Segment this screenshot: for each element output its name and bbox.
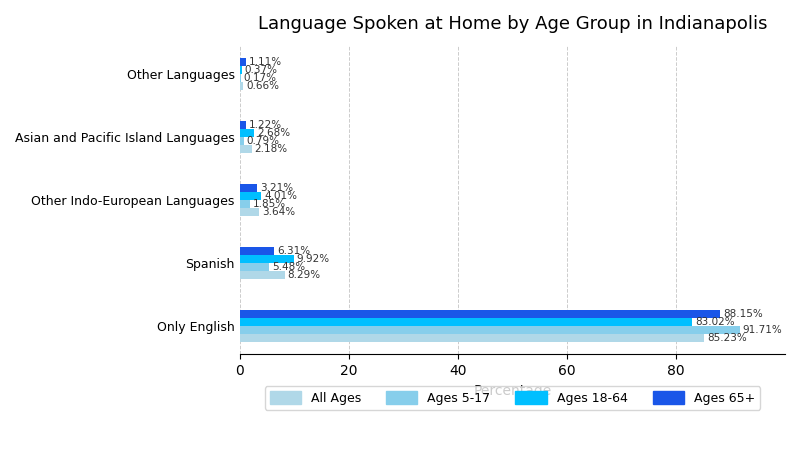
Text: 88.15%: 88.15% <box>723 309 763 319</box>
Text: 1.22%: 1.22% <box>249 120 282 130</box>
Text: 1.85%: 1.85% <box>253 199 286 209</box>
Bar <box>240 271 285 279</box>
Bar <box>240 183 257 192</box>
Bar <box>240 145 251 154</box>
Text: 3.64%: 3.64% <box>262 207 295 217</box>
Text: 4.01%: 4.01% <box>264 191 298 201</box>
Bar <box>240 74 241 82</box>
Legend: All Ages, Ages 5-17, Ages 18-64, Ages 65+: All Ages, Ages 5-17, Ages 18-64, Ages 65… <box>265 386 760 410</box>
Text: 8.29%: 8.29% <box>287 270 321 280</box>
Text: 3.21%: 3.21% <box>260 182 293 193</box>
Text: 6.31%: 6.31% <box>277 246 310 255</box>
Bar <box>240 129 254 137</box>
Bar <box>240 255 294 263</box>
Bar <box>240 263 270 271</box>
Text: 9.92%: 9.92% <box>297 254 330 264</box>
Bar <box>240 310 720 318</box>
Text: 91.71%: 91.71% <box>742 325 782 335</box>
Bar <box>240 66 242 74</box>
Bar <box>240 120 246 129</box>
Text: 0.37%: 0.37% <box>244 65 278 75</box>
Bar <box>240 334 705 342</box>
Bar <box>240 318 692 326</box>
Bar <box>240 58 246 66</box>
Text: 1.11%: 1.11% <box>248 57 282 67</box>
Text: 0.66%: 0.66% <box>246 82 279 91</box>
Text: 0.79%: 0.79% <box>246 136 280 146</box>
Bar <box>240 200 250 208</box>
Bar <box>240 208 259 216</box>
Bar <box>240 82 243 91</box>
Text: 5.48%: 5.48% <box>272 262 306 272</box>
Bar <box>240 137 244 145</box>
Title: Language Spoken at Home by Age Group in Indianapolis: Language Spoken at Home by Age Group in … <box>258 15 767 33</box>
Bar <box>240 326 740 334</box>
Text: 0.17%: 0.17% <box>243 73 276 83</box>
Bar <box>240 192 262 200</box>
Text: 2.68%: 2.68% <box>257 128 290 138</box>
X-axis label: Percentage: Percentage <box>473 383 551 398</box>
Bar <box>240 246 274 255</box>
Text: 85.23%: 85.23% <box>707 333 747 343</box>
Text: 2.18%: 2.18% <box>254 144 287 155</box>
Text: 83.02%: 83.02% <box>695 317 734 327</box>
